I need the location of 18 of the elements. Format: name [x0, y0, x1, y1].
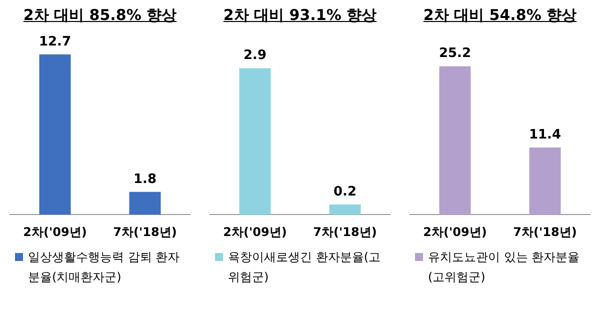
chart-title: 2차 대비 85.8% 향상: [23, 6, 177, 26]
data-label: 2.9: [243, 48, 267, 64]
x-tick-label: 2차('09년): [223, 224, 287, 239]
data-label: 11.4: [528, 127, 562, 142]
x-tick-label: 7차('18년): [113, 224, 177, 239]
x-tick-label: 7차('18년): [313, 224, 377, 239]
chart-title: 2차 대비 54.8% 향상: [423, 6, 577, 26]
legend-label: 유치도뇨관이 있는 환자분율(고위험군): [428, 249, 581, 286]
x-tick-label: 2차('09년): [23, 224, 87, 239]
legend-label: 일상생활수행능력 감퇴 환자분율(치매환자군): [28, 249, 181, 286]
legend-label: 욕창이새로생긴 환자분율(고위험군): [228, 249, 382, 286]
data-label: 0.2: [333, 184, 357, 200]
data-label: 1.8: [133, 172, 157, 187]
chart-title: 2차 대비 93.1% 향상: [223, 6, 377, 26]
data-label: 12.7: [38, 34, 72, 50]
x-tick-label: 7차('18년): [513, 224, 577, 239]
x-tick-label: 2차('09년): [423, 224, 487, 239]
data-label: 25.2: [438, 46, 472, 62]
